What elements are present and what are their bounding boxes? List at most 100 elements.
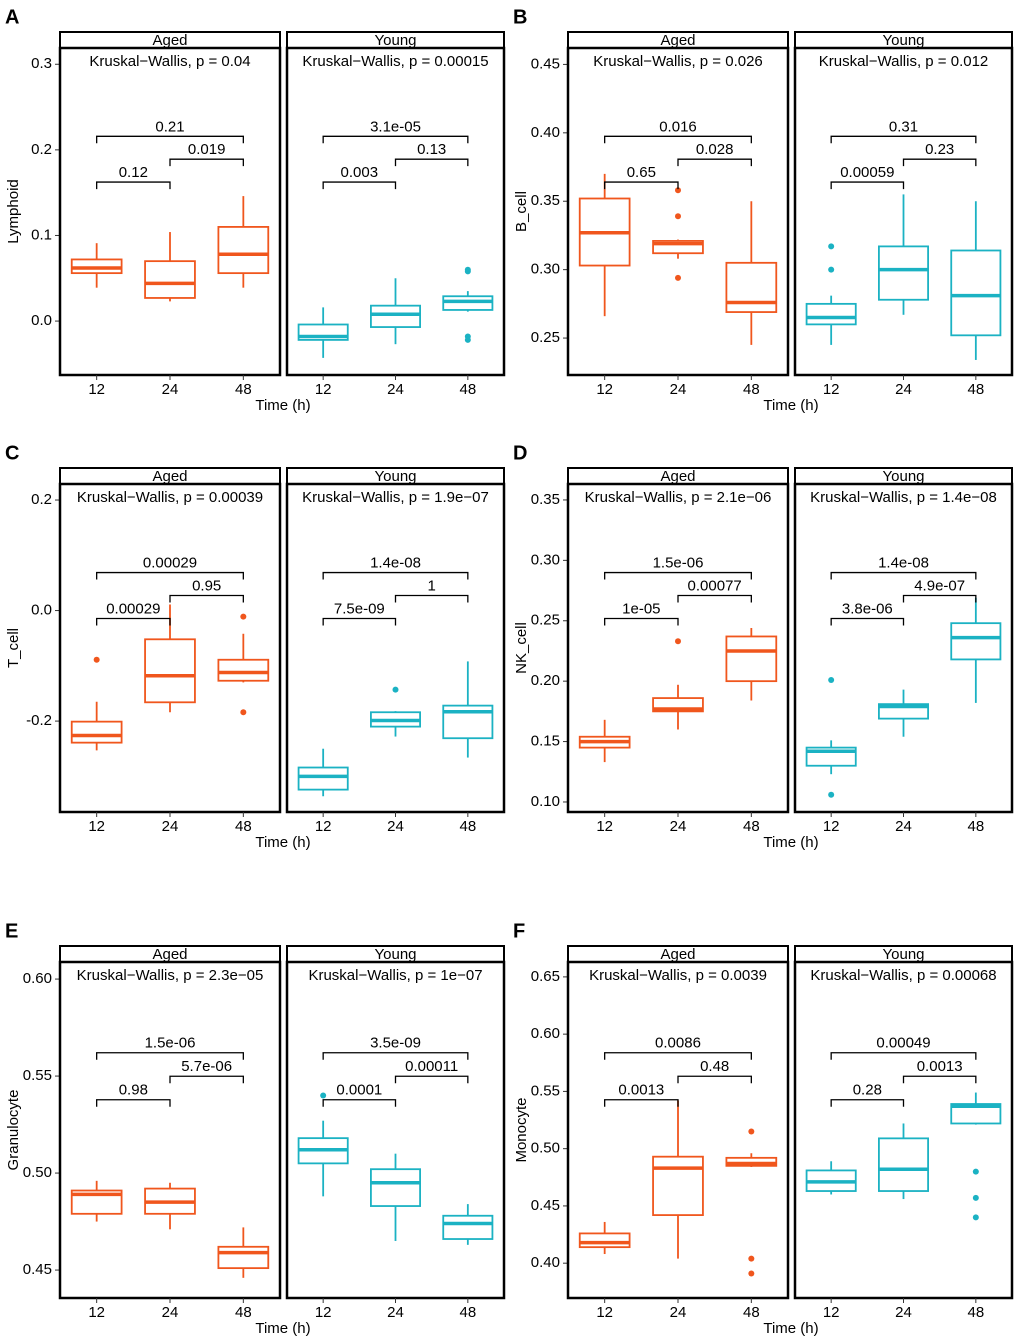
comparison-label: 1.5e-06 xyxy=(145,1035,196,1052)
test-label: Kruskal−Wallis, p = 2.3e−05 xyxy=(77,967,264,984)
test-label: Kruskal−Wallis, p = 1.4e−08 xyxy=(810,489,997,506)
x-tick-label: 48 xyxy=(967,381,984,398)
facet-label: Young xyxy=(883,32,925,49)
y-tick-label: 0.60 xyxy=(23,970,52,987)
comparison-label: 0.028 xyxy=(696,141,734,158)
y-axis-label: Granulocyte xyxy=(5,1090,22,1171)
box xyxy=(805,302,857,326)
facet-label: Young xyxy=(883,468,925,485)
bracket xyxy=(830,617,905,626)
outlier xyxy=(675,187,681,194)
test-label: Kruskal−Wallis, p = 1e−07 xyxy=(308,967,482,984)
y-tick-label: 0.0 xyxy=(31,312,52,329)
x-tick-label: 12 xyxy=(88,1304,105,1321)
panel-label: A xyxy=(5,6,19,28)
x-tick-label: 12 xyxy=(823,1304,840,1321)
bracket xyxy=(322,1099,397,1107)
x-tick-label: 48 xyxy=(459,818,476,835)
bracket xyxy=(604,135,752,144)
x-tick-label: 48 xyxy=(459,1304,476,1321)
y-tick-label: 0.25 xyxy=(531,329,560,346)
box xyxy=(370,304,421,328)
box xyxy=(878,1137,929,1192)
outlier xyxy=(320,1092,327,1099)
y-tick-label: 0.2 xyxy=(31,141,52,158)
box xyxy=(725,635,778,683)
panel-label: C xyxy=(5,442,19,464)
facet-label: Aged xyxy=(660,32,695,49)
outlier xyxy=(748,1270,755,1277)
x-tick-label: 48 xyxy=(743,1304,760,1321)
bracket xyxy=(96,617,171,626)
test-label: Kruskal−Wallis, p = 0.00068 xyxy=(810,967,996,984)
bracket xyxy=(830,135,977,144)
y-tick-label: 0.60 xyxy=(531,1025,560,1042)
outlier xyxy=(828,266,835,273)
x-axis-label: Time (h) xyxy=(255,397,310,414)
outlier xyxy=(748,1255,755,1262)
comparison-label: 1 xyxy=(427,577,435,594)
test-label: Kruskal−Wallis, p = 0.026 xyxy=(593,53,763,70)
y-tick-label: 0.20 xyxy=(531,672,560,689)
x-tick-label: 24 xyxy=(895,1304,912,1321)
outlier xyxy=(828,243,835,250)
bracket xyxy=(902,594,977,603)
bracket xyxy=(677,1075,752,1084)
bracket xyxy=(322,617,397,626)
facet-label: Aged xyxy=(152,32,187,49)
bracket xyxy=(830,1052,977,1060)
x-axis-label: Time (h) xyxy=(763,834,818,851)
bracket xyxy=(677,594,752,603)
x-tick-label: 48 xyxy=(235,1304,252,1321)
bracket xyxy=(96,135,244,144)
bracket xyxy=(830,1099,905,1107)
facet-label: Aged xyxy=(660,946,695,963)
bracket xyxy=(322,1052,469,1060)
facet-label: Aged xyxy=(660,468,695,485)
bracket xyxy=(169,594,244,603)
x-tick-label: 12 xyxy=(823,381,840,398)
x-tick-label: 24 xyxy=(162,818,179,835)
y-tick-label: -0.2 xyxy=(26,712,52,729)
comparison-label: 0.00029 xyxy=(143,555,197,572)
comparison-label: 1.4e-08 xyxy=(878,555,929,572)
comparison-label: 1e-05 xyxy=(622,600,660,617)
bracket xyxy=(677,158,752,167)
comparison-label: 0.28 xyxy=(853,1082,882,1099)
facet-label: Aged xyxy=(152,946,187,963)
test-label: Kruskal−Wallis, p = 0.012 xyxy=(819,53,989,70)
x-tick-label: 12 xyxy=(823,818,840,835)
x-tick-label: 24 xyxy=(670,381,687,398)
bracket xyxy=(604,1099,679,1107)
bracket xyxy=(96,1052,244,1060)
comparison-label: 0.21 xyxy=(155,118,184,135)
bracket xyxy=(604,181,679,190)
y-tick-label: 0.30 xyxy=(531,261,560,278)
comparison-label: 0.23 xyxy=(925,141,954,158)
bracket xyxy=(604,1052,752,1060)
plot-frame xyxy=(58,46,282,377)
comparison-label: 0.95 xyxy=(192,577,221,594)
comparison-label: 3.5e-09 xyxy=(370,1035,421,1052)
x-tick-label: 24 xyxy=(387,1304,404,1321)
x-axis-label: Time (h) xyxy=(763,397,818,414)
box xyxy=(217,1245,270,1270)
y-tick-label: 0.15 xyxy=(531,733,560,750)
panel-label: B xyxy=(513,6,527,28)
bracket xyxy=(169,158,244,167)
x-tick-label: 12 xyxy=(88,381,105,398)
plot-frame xyxy=(285,482,506,814)
comparison-label: 0.0013 xyxy=(917,1058,963,1075)
y-axis-label: Monocyte xyxy=(513,1097,530,1162)
y-tick-label: 0.45 xyxy=(531,55,560,72)
x-tick-label: 12 xyxy=(315,381,332,398)
x-tick-label: 24 xyxy=(895,381,912,398)
test-label: Kruskal−Wallis, p = 0.00015 xyxy=(302,53,488,70)
box xyxy=(217,226,270,275)
x-tick-label: 24 xyxy=(895,818,912,835)
comparison-label: 4.9e-07 xyxy=(914,577,965,594)
panel-label: D xyxy=(513,442,527,464)
facet-label: Young xyxy=(375,946,417,963)
comparison-label: 0.13 xyxy=(417,141,446,158)
plot-frame xyxy=(285,960,506,1300)
